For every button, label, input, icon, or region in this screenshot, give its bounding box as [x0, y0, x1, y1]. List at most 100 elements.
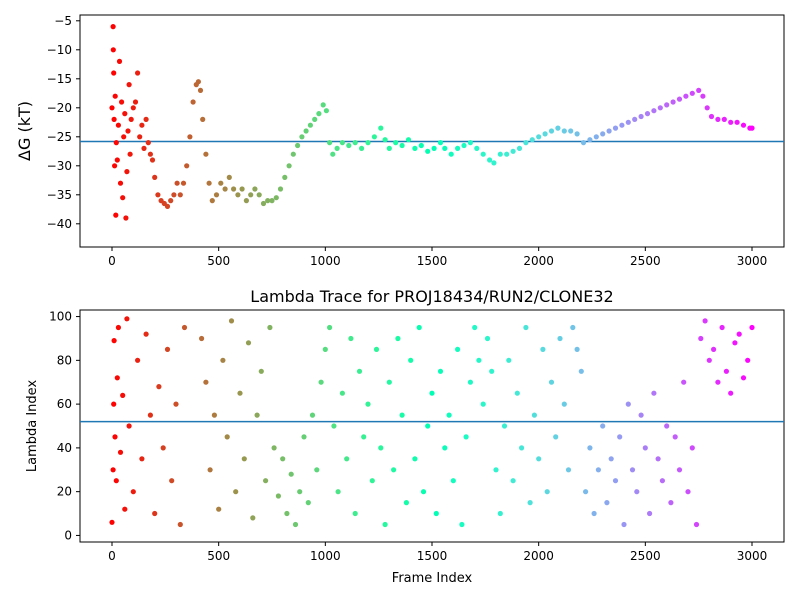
delta-g-point [330, 151, 336, 157]
delta-g-y-tick-label: −20 [47, 101, 72, 115]
lambda-trace-point [228, 318, 235, 324]
lambda-trace-point [591, 510, 597, 517]
lambda-trace-point [111, 338, 117, 344]
lambda-trace-point [120, 392, 126, 398]
lambda-trace-point [378, 445, 384, 451]
delta-g-point [542, 131, 548, 137]
delta-g-point [749, 125, 755, 131]
lambda-trace-point [254, 412, 260, 418]
lambda-trace-point [540, 346, 546, 352]
delta-g-point [123, 215, 129, 221]
lambda-trace-point [557, 335, 563, 342]
lambda-trace-point [732, 340, 738, 346]
delta-g-point [243, 198, 249, 204]
lambda-trace-point [506, 357, 512, 363]
lambda-trace-point [612, 478, 619, 484]
delta-g-point [651, 108, 657, 114]
delta-g-y-tick-label: −15 [47, 72, 72, 86]
lambda-trace-point [655, 456, 661, 462]
delta-g-point [734, 119, 740, 125]
delta-g-point [323, 108, 329, 114]
lambda-trace-point [143, 331, 149, 337]
delta-g-y-tick-label: −25 [47, 130, 72, 144]
delta-g-point [197, 87, 204, 93]
lambda-trace-point [693, 521, 700, 528]
lambda-trace-y-tick-label: 60 [57, 397, 72, 411]
delta-g-point [504, 151, 510, 157]
lambda-trace-x-tick-label: 1500 [417, 549, 448, 563]
delta-g-point [200, 116, 206, 122]
lambda-trace-point [672, 434, 678, 440]
lambda-trace-points [109, 316, 755, 528]
lambda-trace-point [112, 434, 118, 440]
delta-g-point [109, 105, 115, 111]
delta-g-point [529, 137, 535, 143]
lambda-trace-point [548, 379, 555, 385]
delta-g-point [184, 163, 190, 169]
lambda-trace-point [280, 456, 286, 462]
delta-g-point [128, 116, 134, 122]
lambda-trace-x-ticks: 0 500 1000 1500 2000 2500 3000 [108, 542, 767, 563]
delta-g-y-tick-label: −30 [47, 159, 72, 173]
delta-g-point [164, 203, 171, 209]
lambda-trace-point [267, 324, 273, 331]
lambda-trace-point [391, 467, 397, 473]
delta-g-point [277, 186, 284, 192]
delta-g-point [657, 105, 663, 111]
lambda-trace-point [288, 471, 294, 477]
lambda-trace-point [523, 324, 529, 331]
delta-g-point [497, 151, 503, 157]
lambda-trace-point [698, 335, 704, 342]
delta-g-y-tick-label: −40 [47, 217, 72, 231]
delta-g-point [111, 116, 117, 122]
delta-g-point [339, 140, 345, 146]
lambda-trace-point [578, 368, 584, 374]
delta-g-point [286, 163, 292, 169]
delta-g-point [487, 157, 493, 163]
lambda-trace-point [156, 384, 162, 390]
lambda-trace-point [484, 335, 491, 342]
lambda-trace-point [233, 489, 239, 495]
lambda-trace-point [139, 456, 145, 462]
delta-g-point [442, 145, 448, 151]
delta-g-point [664, 102, 670, 108]
delta-g-point [612, 125, 619, 131]
delta-g-point [112, 93, 118, 99]
lambda-trace-point [651, 390, 657, 396]
delta-g-point [593, 134, 599, 140]
lambda-trace-point [480, 401, 486, 407]
delta-g-point [561, 128, 567, 134]
delta-g-point [235, 192, 241, 198]
lambda-trace-point [634, 489, 640, 495]
delta-g-point [265, 198, 271, 204]
lambda-trace-point [455, 346, 461, 352]
delta-g-point [676, 96, 683, 102]
lambda-trace-point [621, 521, 627, 528]
delta-g-point [606, 128, 612, 134]
lambda-trace-x-tick-label: 3000 [737, 549, 768, 563]
delta-g-point [320, 102, 326, 108]
lambda-trace-point [135, 357, 141, 363]
delta-g-point [334, 145, 340, 151]
lambda-trace-point [395, 335, 401, 342]
delta-g-point [399, 142, 405, 149]
delta-g-point [461, 142, 467, 149]
lambda-trace-point [493, 467, 499, 473]
delta-g-point [239, 186, 245, 192]
delta-g-point [110, 24, 116, 30]
lambda-trace-point [711, 346, 717, 352]
delta-g-point [130, 105, 136, 111]
delta-g-point [290, 151, 296, 157]
lambda-trace-point [745, 357, 751, 363]
lambda-trace-point [467, 379, 473, 385]
delta-g-point [670, 99, 676, 105]
delta-g-x-tick-label: 3000 [737, 254, 768, 268]
lambda-trace-point [450, 478, 456, 484]
lambda-trace-x-tick-label: 500 [207, 549, 230, 563]
delta-g-points [109, 24, 755, 221]
lambda-trace-point [250, 515, 256, 521]
delta-g-point [346, 142, 352, 149]
delta-g-x-tick-label: 1000 [310, 254, 341, 268]
lambda-trace-point [111, 401, 117, 407]
